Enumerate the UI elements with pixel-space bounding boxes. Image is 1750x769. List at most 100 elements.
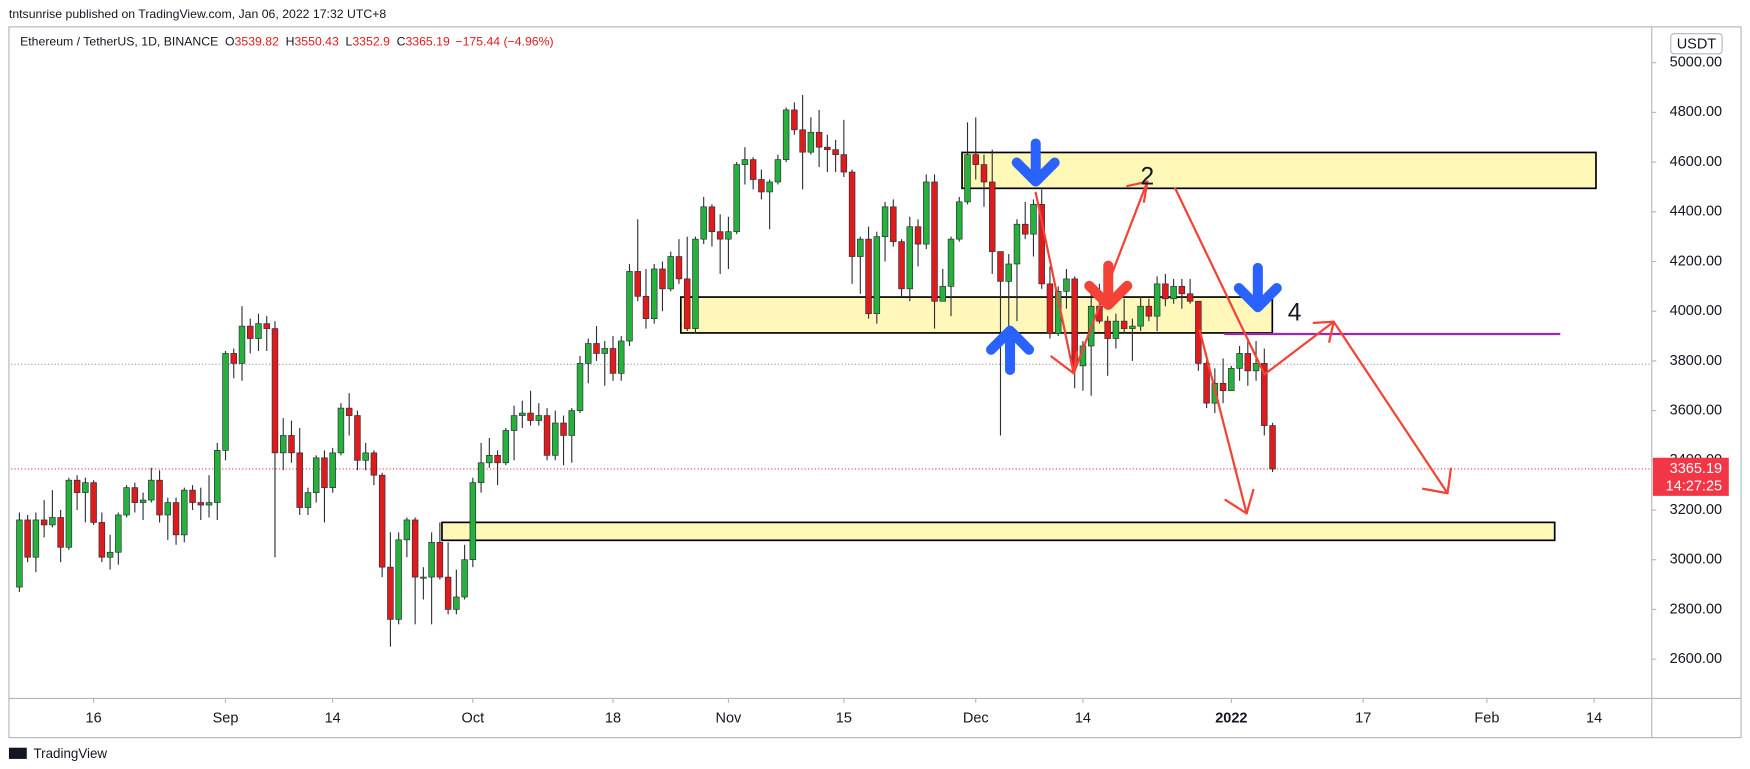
candle-body [370,452,378,476]
y-tick-label: 2800.00 [1670,601,1722,617]
wave-label: 4 [1288,299,1302,326]
candle-body [131,487,139,503]
candle-body [1137,305,1144,327]
arrow-head [1421,467,1453,495]
candle-body [279,435,287,454]
y-tick-label: 4200.00 [1670,253,1722,269]
candle-body [1021,223,1029,235]
candle-body [1219,382,1227,392]
candle-body [725,231,732,240]
candle-body [197,502,205,506]
candle-body [444,576,452,610]
candle-body [1153,283,1161,317]
x-tick-label: 14 [1586,710,1602,726]
candle-body [1063,278,1070,292]
y-tick-label: 3800.00 [1670,353,1722,369]
candle-body [164,502,172,516]
candle-body [172,502,180,536]
legend: Ethereum / TetherUS, 1D, BINANCE O3539.82… [20,35,554,49]
x-tick-label: Oct [462,710,485,726]
candle-body [387,566,394,620]
candle-body [1112,320,1120,339]
candle-body [1203,363,1210,404]
y-tick-label: 4800.00 [1670,104,1722,120]
red-arrow [1084,260,1133,310]
candle-body [329,452,336,488]
candle-body [312,457,320,493]
logo [8,747,27,759]
candle-body [453,596,460,610]
candle-body [807,131,815,153]
candle-body [898,241,905,290]
resistance-zone [961,151,1597,190]
candle-body [527,412,534,421]
candle-body [1038,204,1045,285]
candle-body [667,256,674,290]
candle-body [650,268,658,319]
candle-body [956,201,963,240]
y-tick-label: 4600.00 [1670,154,1722,170]
candle-body [288,435,295,454]
candle-body [304,492,312,508]
ohlc-value: 3550.43 [294,35,339,49]
candle-body [634,271,641,297]
candle-body [57,517,64,548]
candle-body [923,181,930,245]
candle-body [40,519,48,526]
candle-body [263,323,270,329]
candle-body [255,323,262,339]
y-tick-label: 2600.00 [1670,651,1722,667]
x-tick-label: 16 [86,710,102,726]
candle-body [857,238,864,257]
candle-body [1005,263,1012,282]
path-arrow [1198,329,1248,515]
candle-body [914,226,922,245]
candle-body [906,226,914,290]
candle-body [222,353,229,451]
candle-body [741,159,749,165]
candle-body [98,522,106,558]
y-tick-label: 4400.00 [1670,204,1722,220]
candle-body [477,462,485,484]
candle-body [692,238,699,329]
candle-body [230,353,237,364]
candle-body [148,479,155,501]
candle-body [65,479,73,548]
candle-body [642,295,650,319]
candle-body [1228,368,1235,392]
candle-body [90,482,97,523]
drawings [986,138,1453,515]
currency: USDT [1677,37,1717,53]
ohlc-label: C [397,35,406,49]
candle-body [494,455,501,464]
candle-body [1162,283,1169,300]
candle-body [24,519,31,558]
chart-frame [8,26,1742,739]
candle-body [980,164,988,183]
candle-body [362,452,369,461]
candle-body [106,551,114,558]
candle-body [1120,320,1128,329]
blue-down-head [1233,283,1282,313]
symbol: Ethereum / TetherUS, 1D, BINANCE [20,35,218,49]
footer: TradingView [33,746,107,761]
candle-body [576,363,584,411]
candle-body [1170,286,1177,300]
x-tick-label: 14 [1075,710,1091,726]
blue-up-head [986,325,1035,355]
candle-body [618,340,625,374]
red-down-head [1084,280,1133,310]
logo-mark [8,747,27,759]
candle-body [345,407,353,416]
candle-body [972,154,979,165]
candle-body [733,164,740,233]
candle-body [964,154,971,203]
path-arrow [1174,187,1335,376]
y-tick-label: 3200.00 [1670,502,1722,518]
candle-body [139,499,147,503]
candle-body [535,415,543,421]
candle-body [1104,320,1111,339]
candle-body [247,325,254,339]
ohlc-label: L [346,35,353,49]
candle-body [791,109,798,131]
